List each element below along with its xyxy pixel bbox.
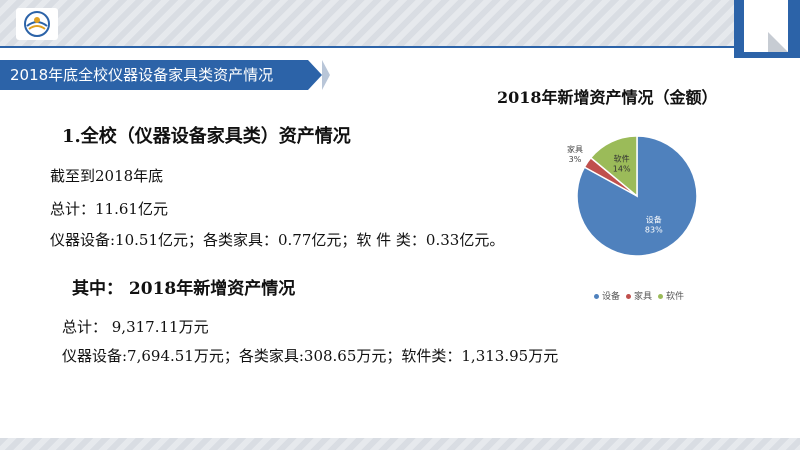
top-header-bar bbox=[0, 0, 800, 46]
banner-arrow-tip bbox=[322, 60, 330, 90]
legend-item-0: 设备 bbox=[594, 292, 620, 302]
legend-label-2: 软件 bbox=[666, 292, 685, 302]
legend-item-1: 家具 bbox=[626, 292, 652, 302]
breakdown-text: 仪器设备:10.51亿元；各类家具：0.77亿元；软 件 类：0.33亿元。 bbox=[50, 231, 505, 249]
new-breakdown-text: 仪器设备:7,694.51万元；各类家具:308.65万元；软件类：1,313.… bbox=[62, 347, 559, 365]
pie-label-value-2: 14% bbox=[613, 164, 631, 173]
new-total-text: 总计： 9,317.11万元 bbox=[62, 318, 209, 336]
slide-title-banner: 2018年底全校仪器设备家具类资产情况 bbox=[0, 60, 322, 90]
as-of-text: 截至到2018年底 bbox=[50, 167, 164, 185]
section-heading-1: 1.全校（仪器设备家具类）资产情况 bbox=[62, 126, 351, 147]
pie-slice-2 bbox=[589, 135, 638, 198]
pie-label-category-0: 设备 bbox=[646, 214, 662, 224]
bottom-footer-bar bbox=[0, 438, 800, 450]
legend-marker-0 bbox=[594, 294, 599, 299]
pie-label-category-1: 家具 bbox=[567, 144, 583, 154]
school-logo bbox=[16, 8, 58, 40]
total-text: 总计：11.61亿元 bbox=[50, 200, 168, 218]
legend-marker-2 bbox=[658, 294, 664, 299]
pie-label-value-1: 3% bbox=[569, 155, 582, 164]
chart-legend: 设备 家具 软件 bbox=[594, 289, 690, 302]
chart-title: 2018年新增资产情况（金额） bbox=[497, 88, 718, 107]
pie-label-category-2: 软件 bbox=[614, 153, 630, 163]
legend-marker-1 bbox=[626, 294, 632, 299]
legend-item-2: 软件 bbox=[658, 292, 684, 302]
section-heading-2: 其中： 2018年新增资产情况 bbox=[72, 279, 296, 299]
header-divider bbox=[0, 46, 800, 48]
legend-label-0: 设备 bbox=[602, 292, 621, 302]
page-corner-decoration bbox=[734, 0, 800, 58]
legend-label-1: 家具 bbox=[634, 292, 653, 302]
pie-label-value-0: 83% bbox=[645, 225, 663, 234]
